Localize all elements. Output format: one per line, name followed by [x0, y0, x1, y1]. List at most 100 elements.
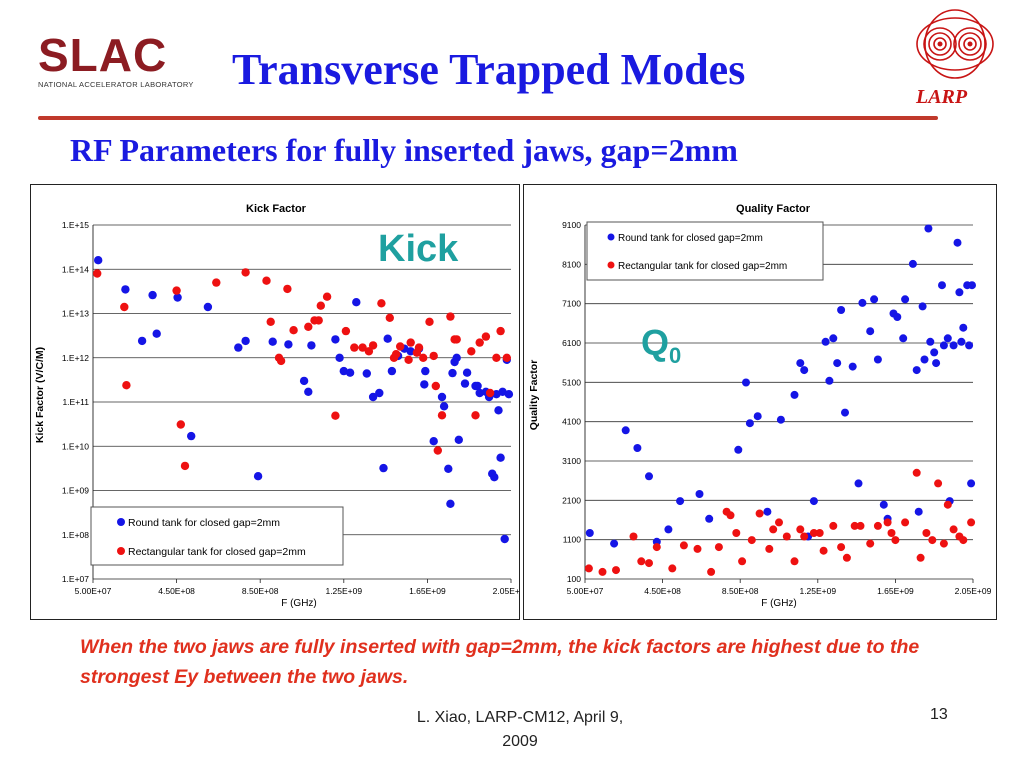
- quality-factor-chart: Quality Factor 100 1100 2100 3100 4100 5100 61…: [528, 203, 992, 609]
- x-tick-label: 2.05E+09: [493, 586, 519, 596]
- rectangular-tank-point: [598, 567, 607, 576]
- rectangular-tank-point: [475, 338, 484, 347]
- rectangular-tank-point: [755, 509, 764, 518]
- legend-label-round: Round tank for closed gap=2mm: [128, 517, 280, 529]
- slide-title: Transverse Trapped Modes: [232, 45, 746, 94]
- rectangular-tank-point: [304, 322, 313, 331]
- x-tick-label: 1.65E+09: [877, 586, 914, 596]
- legend-label-round: Round tank for closed gap=2mm: [618, 233, 763, 244]
- legend-marker-rect: [607, 261, 615, 269]
- round-tank-point: [379, 463, 388, 473]
- kick-annotation: Kick: [378, 228, 459, 270]
- page-number: 13: [930, 706, 948, 723]
- round-tank-point: [930, 348, 939, 357]
- quality-factor-chart-panel: Quality Factor 100 1100 2100 3100 4100 5100 61…: [523, 184, 997, 620]
- round-tank-point: [695, 490, 704, 498]
- rectangular-tank-point: [645, 559, 653, 568]
- rectangular-tank-point: [934, 479, 943, 488]
- round-tank-point: [833, 359, 842, 368]
- round-tank-point: [335, 353, 344, 362]
- rectangular-tank-point: [314, 316, 323, 325]
- rectangular-tank-point: [747, 536, 756, 545]
- round-tank-point: [421, 366, 430, 376]
- round-tank-point: [339, 366, 348, 376]
- round-tank-point: [870, 295, 879, 304]
- round-tank-point: [299, 376, 309, 386]
- round-tank-point: [307, 341, 316, 350]
- rectangular-tank-point: [396, 342, 405, 351]
- round-tank-point: [914, 507, 923, 516]
- y-tick-label: 1.E+09: [62, 486, 89, 496]
- round-tank-point: [908, 259, 917, 268]
- round-tank-point: [879, 500, 888, 509]
- round-tank-point: [368, 392, 378, 402]
- rectangular-tank-point: [738, 557, 747, 566]
- rectangular-tank-point: [584, 564, 593, 573]
- y-axis-label: Kick Factor (V/C/M): [34, 347, 46, 443]
- footer-line-1: L. Xiao, LARP-CM12, April 9,: [416, 709, 624, 726]
- rectangular-tank-point: [967, 518, 976, 527]
- round-tank-point: [268, 337, 277, 346]
- round-tank-point: [498, 387, 507, 396]
- round-tank-point: [953, 238, 962, 247]
- round-tank-point: [938, 281, 946, 290]
- round-tank-point: [387, 366, 397, 376]
- legend-marker-rect: [117, 547, 125, 555]
- rectangular-tank-point: [176, 420, 185, 429]
- round-tank-point: [734, 445, 743, 454]
- y-tick-label: 1.E+13: [62, 309, 89, 319]
- rectangular-tank-point: [419, 353, 428, 362]
- round-tank-point: [494, 406, 503, 415]
- round-tank-point: [918, 302, 927, 311]
- y-tick-label: 2100: [562, 495, 581, 505]
- round-tank-point: [473, 381, 482, 391]
- round-tank-point: [253, 472, 263, 481]
- round-tank-point: [955, 288, 964, 297]
- rectangular-tank-point: [316, 301, 325, 310]
- slide-subtitle: RF Parameters for fully inserted jaws, g…: [70, 132, 738, 168]
- round-tank-point: [924, 224, 933, 233]
- round-tank-point: [949, 341, 958, 350]
- q0-annotation-sub: 0: [669, 343, 681, 368]
- rectangular-tank-point: [429, 351, 438, 361]
- round-tank-point: [121, 285, 130, 294]
- rectangular-tank-point: [446, 312, 455, 321]
- rectangular-tank-point: [928, 536, 937, 545]
- legend: Round tank for closed gap=2mm Rectangula…: [90, 506, 344, 566]
- rectangular-tank-point: [266, 317, 275, 326]
- round-tank-point: [776, 415, 785, 424]
- round-tank-point: [854, 479, 863, 488]
- round-tank-point: [796, 359, 805, 368]
- y-tick-label: 5100: [562, 377, 581, 387]
- round-tank-point: [454, 435, 463, 444]
- x-axis-label: F (GHz): [281, 598, 317, 609]
- rectangular-tank-point: [949, 525, 958, 534]
- round-tank-point: [825, 376, 834, 385]
- footer-line-2: 2009: [502, 733, 538, 750]
- rectangular-tank-point: [873, 521, 882, 530]
- slac-logo-text: SLAC: [38, 29, 168, 81]
- round-tank-point: [800, 366, 809, 375]
- round-tank-point: [439, 402, 449, 411]
- rectangular-tank-point: [668, 564, 677, 573]
- rectangular-tank-point: [368, 341, 378, 350]
- q0-annotation: Q0: [641, 322, 681, 368]
- y-tick-label: 1.E+07: [62, 574, 89, 584]
- round-tank-point: [959, 323, 968, 332]
- round-tank-point: [790, 390, 799, 399]
- round-tank-point: [926, 337, 935, 346]
- round-tank-point: [837, 306, 846, 314]
- rectangular-tank-point: [815, 529, 824, 537]
- slac-logo-subtext: NATIONAL ACCELERATOR LABORATORY: [38, 80, 194, 89]
- rectangular-tank-point: [912, 468, 921, 477]
- rectangular-tank-point: [765, 544, 774, 553]
- rectangular-tank-point: [241, 268, 250, 277]
- round-tank-point: [284, 340, 293, 349]
- y-tick-label: 1.E+08: [62, 530, 89, 540]
- chart-title: Quality Factor: [736, 203, 811, 215]
- rectangular-tank-point: [809, 529, 818, 537]
- rectangular-tank-point: [707, 567, 716, 576]
- round-tank-point: [901, 295, 910, 304]
- round-tank-point: [446, 499, 455, 508]
- rectangular-tank-point: [850, 521, 859, 530]
